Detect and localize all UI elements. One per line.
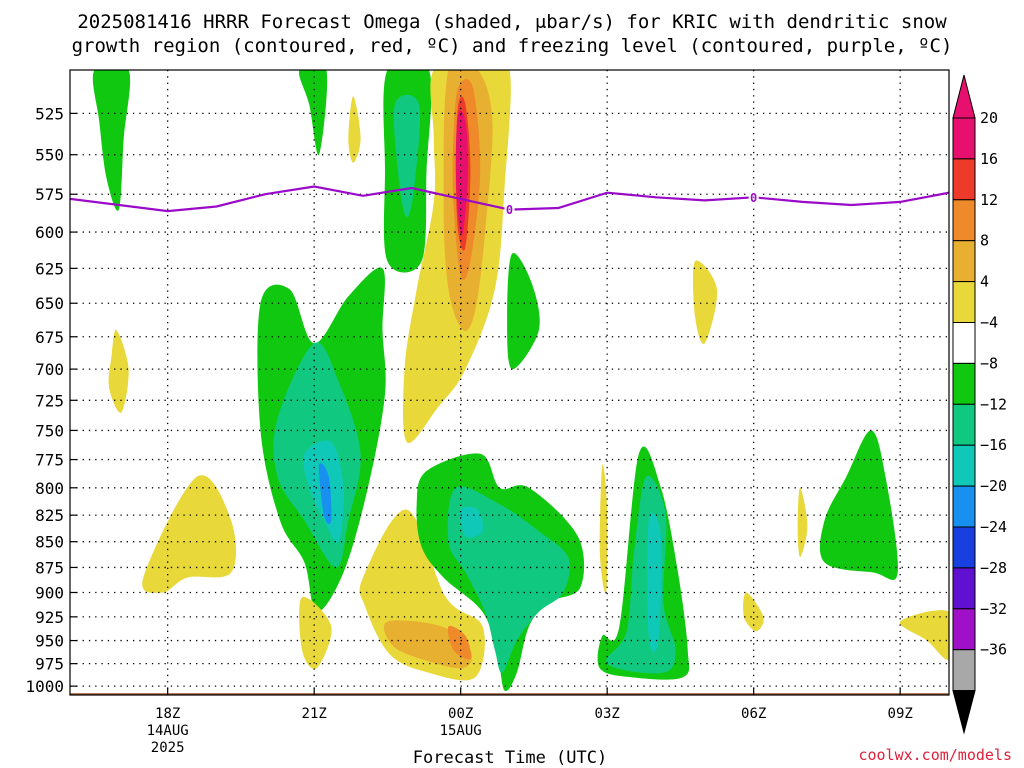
colorbar-label-8: −16 [980,436,1007,454]
colorbar-label-6: −8 [980,354,998,372]
colorbar-label-1: 16 [980,150,998,168]
colorbar-label-7: −12 [980,395,1007,413]
omega-region-5 [393,94,421,218]
ground-surface-bar [70,693,949,695]
colorbar-label-11: −28 [980,559,1007,577]
omega-region-15 [507,253,540,370]
y-tick-label-14: 875 [35,558,64,577]
colorbar-label-13: −36 [980,641,1007,659]
omega-region-31 [819,430,898,581]
colorbar-label-5: −4 [980,314,998,332]
colorbar-bin-2 [952,199,976,242]
colorbar-bin-11 [952,567,976,610]
freezing-level-contour: 00 [70,185,949,218]
x-tick-label-3: 03Z [595,706,620,722]
y-tick-label-3: 600 [35,223,64,242]
colorbar: 20 16 12 8 4 −4 −8 −12 −16 −20 −24 −28 −32 −36 [952,74,1007,735]
y-tick-label-12: 825 [35,506,64,525]
colorbar-label-12: −32 [980,600,1007,618]
colorbar-label-10: −24 [980,518,1007,536]
omega-region-32 [899,610,949,660]
colorbar-label-0: 20 [980,109,998,127]
x-tick-label-5: 09Z [888,706,913,722]
y-tick-label-17: 950 [35,632,64,651]
y-tick-label-0: 525 [35,104,64,123]
credit-text: coolwx.com/models [858,746,1012,764]
omega-region-25 [599,464,608,594]
chart-title-line2: growth region (contoured, red, ºC) and f… [72,35,953,57]
colorbar-label-4: 4 [980,273,989,291]
colorbar-under-arrow [952,690,976,735]
colorbar-label-2: 12 [980,191,998,209]
omega-region-1 [108,330,129,413]
colorbar-bin-1 [952,158,976,201]
colorbar-bin-9 [952,485,976,528]
freezing-level-line [70,185,949,213]
y-tick-label-2: 575 [35,185,64,204]
freezing-level-label-0: 0 [506,203,513,217]
x-tick-label-4: 06Z [741,706,766,722]
omega-region-29 [797,487,808,558]
y-axis-ticks: 525 550 575 600 625 650 675 700 725 750 775 800 825 8… [25,104,77,696]
x-axis-label: Forecast Time (UTC) [413,748,607,768]
omega-shaded-regions [92,70,949,692]
colorbar-bin-6 [952,362,976,405]
y-tick-label-7: 700 [35,360,64,379]
y-tick-label-9: 750 [35,421,64,440]
y-tick-label-10: 775 [35,451,64,470]
freezing-level-label-bg-0 [504,201,515,218]
x-tick-label-2: 00Z [448,706,473,722]
colorbar-bin-0 [952,117,976,160]
colorbar-bin-10 [952,526,976,569]
colorbar-bin-13 [952,649,976,692]
colorbar-bin-7 [952,403,976,446]
plot-frame [69,69,950,696]
y-tick-label-13: 850 [35,533,64,552]
omega-region-14 [318,463,332,525]
freezing-level-label-bg-1 [748,189,759,206]
y-tick-label-15: 900 [35,583,64,602]
colorbar-bin-8 [952,444,976,487]
colorbar-label-3: 8 [980,232,989,250]
y-tick-label-18: 975 [35,655,64,674]
omega-region-21 [447,625,472,660]
omega-region-18 [299,596,332,670]
omega-region-3 [348,96,361,163]
omega-region-17 [142,475,237,593]
freezing-level-label-1: 0 [750,191,757,205]
x-tick-year-0: 2025 [151,740,185,756]
y-tick-label-19: 1000 [25,677,64,696]
x-tick-date-2: 15AUG [440,723,482,739]
y-tick-label-16: 925 [35,608,64,627]
x-tick-label-0: 18Z [155,706,180,722]
colorbar-bin-5 [952,322,976,364]
colorbar-over-arrow [952,74,976,119]
omega-region-10 [455,110,469,235]
omega-region-2 [298,70,328,155]
colorbar-bin-3 [952,240,976,283]
y-tick-label-4: 625 [35,259,64,278]
colorbar-label-9: −20 [980,477,1007,495]
omega-region-16 [693,260,718,345]
chart-title-line1: 2025081416 HRRR Forecast Omega (shaded, … [77,11,947,33]
omega-region-0 [92,70,131,211]
x-tick-date-0: 14AUG [147,723,189,739]
y-tick-label-1: 550 [35,146,64,165]
omega-region-24 [460,506,484,538]
colorbar-bin-12 [952,608,976,651]
colorbar-bin-4 [952,281,976,324]
y-tick-label-11: 800 [35,479,64,498]
y-tick-label-6: 675 [35,328,64,347]
y-tick-label-8: 725 [35,391,64,410]
y-tick-label-5: 650 [35,294,64,313]
x-tick-label-1: 21Z [302,706,327,722]
